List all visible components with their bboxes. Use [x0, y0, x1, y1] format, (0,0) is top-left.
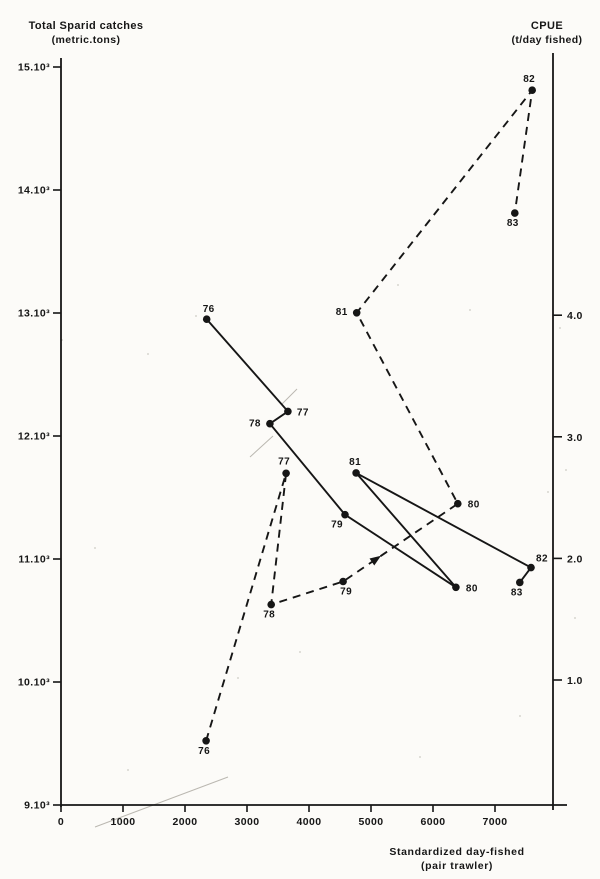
left-axis-tick-label: 12.10³: [18, 431, 50, 443]
scan-scratch: [94, 776, 229, 828]
scan-speckle: [565, 469, 567, 471]
point-cpue-78: [267, 600, 276, 609]
left-axis-tick-label: 10.10³: [18, 677, 50, 689]
year-label-total-sparid-catches-79: 79: [331, 520, 343, 531]
left-axis-title-line2: (metric.tons): [51, 34, 121, 46]
right-axis-tick-label: 4.0: [567, 310, 583, 322]
x-axis-tick-label: 7000: [483, 816, 508, 828]
point-total-sparid-catches-81: [352, 469, 360, 477]
point-cpue-83: [511, 209, 519, 217]
point-cpue-77: [282, 469, 290, 478]
left-axis-tick-label: 15.10³: [18, 62, 50, 74]
x-axis-tick-label: 0: [58, 816, 64, 828]
right-axis-tick-label: 1.0: [567, 675, 583, 687]
scan-speckle: [574, 617, 576, 619]
right-axis-title-line2: (t/day fished): [511, 34, 583, 46]
point-total-sparid-catches-78: [266, 419, 274, 428]
year-label-cpue-76: 76: [198, 746, 210, 757]
x-axis-title-line1: Standardized day-fished: [389, 846, 525, 858]
scan-speckle: [547, 491, 549, 493]
point-cpue-76: [202, 737, 210, 745]
right-axis-title-line1: CPUE: [530, 20, 564, 32]
year-label-cpue-78: 78: [263, 610, 275, 621]
year-label-total-sparid-catches-78: 78: [249, 419, 261, 430]
scan-speckle: [419, 756, 421, 758]
point-total-sparid-catches-80: [452, 583, 460, 592]
point-total-sparid-catches-77: [284, 407, 292, 416]
point-cpue-80: [454, 499, 462, 508]
year-label-cpue-80: 80: [468, 500, 480, 511]
scan-speckle: [469, 309, 471, 311]
scan-speckle: [299, 651, 301, 653]
right-axis-title: CPUE (t/day fished): [496, 19, 598, 47]
year-label-total-sparid-catches-82: 82: [536, 554, 548, 565]
x-axis-tick-label: 2000: [173, 816, 198, 828]
point-total-sparid-catches-82: [527, 563, 535, 572]
year-label-total-sparid-catches-81: 81: [349, 457, 361, 468]
left-axis-tick-label: 13.10³: [18, 308, 50, 320]
year-label-cpue-79: 79: [340, 587, 352, 598]
year-label-cpue-81: 81: [336, 307, 348, 318]
year-label-cpue-77: 77: [278, 456, 290, 467]
point-total-sparid-catches-76: [202, 315, 211, 324]
scan-speckle: [94, 547, 96, 549]
left-axis-tick-label: 11.10³: [18, 554, 50, 566]
year-label-total-sparid-catches-80: 80: [466, 583, 478, 594]
total-sparid-catches-series-line: [205, 318, 533, 589]
year-label-cpue-83: 83: [507, 218, 519, 229]
year-label-total-sparid-catches-77: 77: [297, 407, 309, 418]
direction-arrow: [369, 555, 381, 566]
x-axis-tick-label: 3000: [235, 816, 260, 828]
left-axis-tick-label: 14.10³: [18, 185, 50, 197]
left-axis-title-line1: Total Sparid catches: [28, 20, 144, 32]
x-axis-title-line2: (pair trawler): [421, 860, 493, 872]
scan-speckle: [519, 715, 521, 717]
x-axis-tick-label: 5000: [359, 816, 384, 828]
year-label-cpue-82: 82: [523, 74, 535, 85]
point-cpue-82: [528, 86, 536, 94]
left-axis-title: Total Sparid catches (metric.tons): [8, 19, 164, 47]
scan-speckle: [397, 284, 399, 286]
point-cpue-79: [339, 577, 347, 586]
year-label-total-sparid-catches-83: 83: [511, 587, 523, 598]
x-axis-tick-label: 4000: [297, 816, 322, 828]
scan-speckle: [195, 315, 197, 317]
cpue-series-line: [205, 86, 534, 742]
x-axis-title: Standardized day-fished (pair trawler): [337, 845, 577, 873]
scan-scratch: [249, 435, 274, 458]
scan-speckle: [147, 353, 149, 355]
point-total-sparid-catches-79: [341, 510, 349, 519]
year-label-total-sparid-catches-76: 76: [203, 304, 215, 315]
point-total-sparid-catches-83: [516, 578, 524, 587]
x-axis-tick-label: 1000: [111, 816, 136, 828]
right-axis-tick-label: 2.0: [567, 553, 583, 565]
scan-speckle: [237, 677, 239, 679]
left-axis-tick-label: 9.10³: [24, 800, 50, 812]
x-axis-tick-label: 6000: [421, 816, 446, 828]
scan-speckle: [127, 769, 129, 771]
right-axis-tick-label: 3.0: [567, 432, 583, 444]
scan-speckle: [559, 327, 561, 329]
point-cpue-81: [352, 309, 361, 317]
scan-scratch: [281, 388, 298, 405]
